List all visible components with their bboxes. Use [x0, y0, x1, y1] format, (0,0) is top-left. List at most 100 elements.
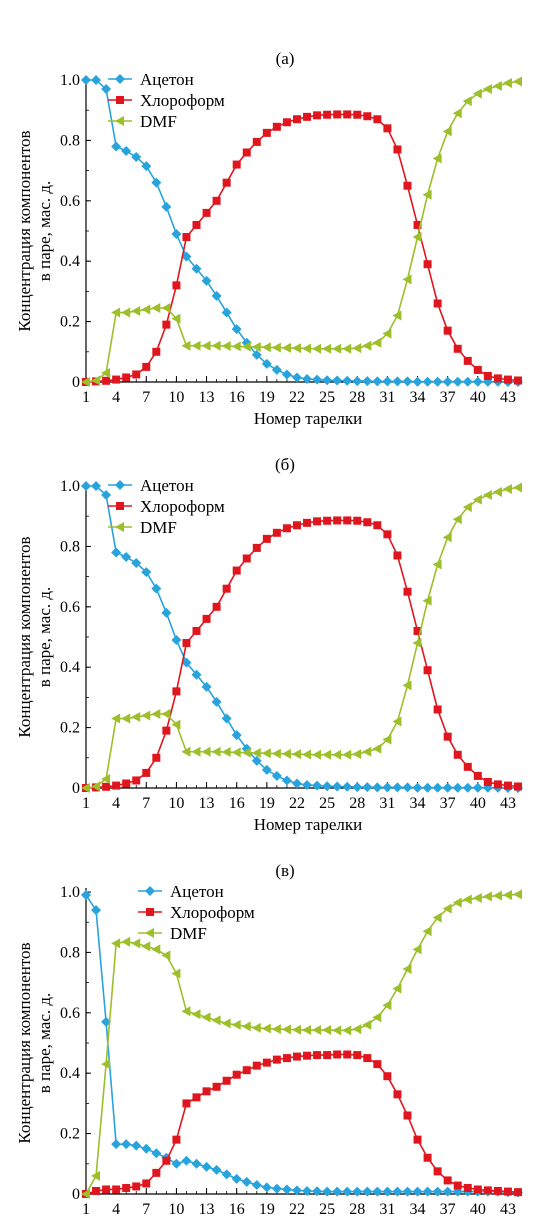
data-point-acetone [332, 781, 343, 792]
series-dmf [81, 76, 522, 387]
data-point-dmf [462, 96, 472, 107]
data-point-chloroform [92, 1186, 101, 1195]
data-point-chloroform [423, 260, 432, 269]
x-tick-label: 34 [410, 795, 426, 812]
data-point-dmf [412, 638, 422, 649]
data-point-acetone [452, 376, 463, 387]
data-point-acetone [291, 1185, 302, 1196]
data-point-chloroform [202, 1087, 211, 1096]
x-tick-label: 19 [259, 1201, 275, 1218]
x-tick-label: 40 [470, 1201, 486, 1218]
data-point-acetone [101, 490, 112, 501]
data-point-chloroform [262, 534, 271, 543]
data-point-chloroform [453, 344, 462, 353]
data-point-acetone [302, 373, 313, 384]
data-point-chloroform [232, 160, 241, 169]
data-point-chloroform [172, 687, 181, 696]
data-point-dmf [332, 1025, 342, 1036]
data-point-chloroform [433, 299, 442, 308]
data-point-chloroform [292, 115, 301, 124]
data-point-acetone [412, 376, 423, 387]
data-point-acetone [261, 1182, 272, 1193]
x-tick-label: 34 [410, 1201, 426, 1218]
x-axis-title: Номер тарелки [254, 815, 363, 834]
data-point-chloroform [333, 1050, 342, 1059]
data-point-dmf [291, 1024, 301, 1035]
data-point-acetone [191, 669, 202, 680]
legend-label-acetone: Ацетон [140, 476, 194, 495]
data-point-dmf [513, 889, 522, 900]
data-point-acetone [111, 547, 122, 558]
data-point-chloroform [443, 326, 452, 335]
data-point-dmf [432, 912, 442, 923]
data-point-chloroform [262, 1058, 271, 1067]
y-tick-label: 0.8 [60, 132, 80, 149]
data-point-dmf [201, 746, 211, 757]
x-tick-label: 28 [349, 795, 365, 812]
data-point-acetone [412, 782, 423, 793]
data-point-dmf [502, 890, 512, 901]
data-point-dmf [372, 1012, 382, 1023]
data-point-chloroform [112, 781, 121, 790]
x-tick-label: 1 [82, 795, 90, 812]
panel-label: (б) [275, 455, 295, 474]
data-point-chloroform [102, 1185, 111, 1194]
data-point-dmf [342, 1025, 352, 1036]
data-point-acetone [131, 1140, 142, 1151]
data-point-acetone [251, 755, 262, 766]
x-tick-label: 19 [259, 795, 275, 812]
data-point-acetone [271, 364, 282, 375]
data-point-acetone [141, 1143, 152, 1154]
x-tick-label: 4 [112, 1201, 120, 1218]
data-point-chloroform [514, 376, 522, 385]
chart-svg-a: (а) 0 0.2 0.4 0.6 0.8 1.0 1 4 7 10 13 16 19 22 25 28 31 34… [15, 49, 523, 428]
data-point-chloroform [202, 614, 211, 623]
x-tick-label: 13 [199, 389, 215, 406]
data-point-chloroform [393, 1090, 402, 1099]
data-point-dmf [432, 153, 442, 164]
data-point-dmf [482, 490, 492, 501]
data-point-chloroform [122, 373, 131, 382]
data-point-dmf [151, 709, 161, 720]
data-point-acetone [91, 905, 102, 916]
data-point-chloroform [453, 1181, 462, 1190]
legend-marker-chloroform [116, 96, 124, 104]
data-point-dmf [462, 894, 472, 905]
data-point-acetone [231, 730, 242, 741]
data-point-chloroform [413, 1135, 422, 1144]
data-point-dmf [402, 680, 412, 691]
data-point-chloroform [272, 1055, 281, 1064]
data-point-chloroform [242, 148, 251, 157]
y-axis-title: в паре, мас. д. [35, 587, 54, 688]
data-point-acetone [342, 1186, 353, 1197]
x-tick-label: 4 [112, 389, 120, 406]
data-point-chloroform [383, 1072, 392, 1081]
data-point-chloroform [192, 626, 201, 635]
data-point-chloroform [142, 362, 151, 371]
data-point-dmf [151, 944, 161, 955]
data-point-chloroform [473, 1185, 482, 1194]
data-point-acetone [191, 1158, 202, 1169]
data-point-chloroform [282, 118, 291, 127]
legend-marker-dmf [145, 928, 154, 938]
x-tick-label: 7 [142, 795, 150, 812]
data-point-dmf [91, 781, 101, 792]
data-point-acetone [241, 1176, 252, 1187]
data-point-dmf [312, 1025, 322, 1036]
y-tick-label: 1.0 [60, 478, 80, 495]
data-point-dmf [382, 1000, 392, 1011]
data-point-chloroform [343, 110, 352, 119]
x-tick-label: 37 [440, 1201, 456, 1218]
data-point-chloroform [443, 1176, 452, 1185]
data-point-chloroform [313, 517, 322, 526]
data-point-chloroform [242, 554, 251, 563]
data-point-acetone [121, 145, 132, 156]
data-point-chloroform [433, 1167, 442, 1176]
data-point-chloroform [132, 370, 141, 379]
data-point-acetone [382, 782, 393, 793]
y-tick-label: 0.2 [60, 720, 80, 737]
data-point-dmf [362, 746, 372, 757]
x-tick-label: 13 [199, 1201, 215, 1218]
data-point-acetone [271, 770, 282, 781]
legend: Ацетон Хлороформ DMF [138, 882, 255, 943]
